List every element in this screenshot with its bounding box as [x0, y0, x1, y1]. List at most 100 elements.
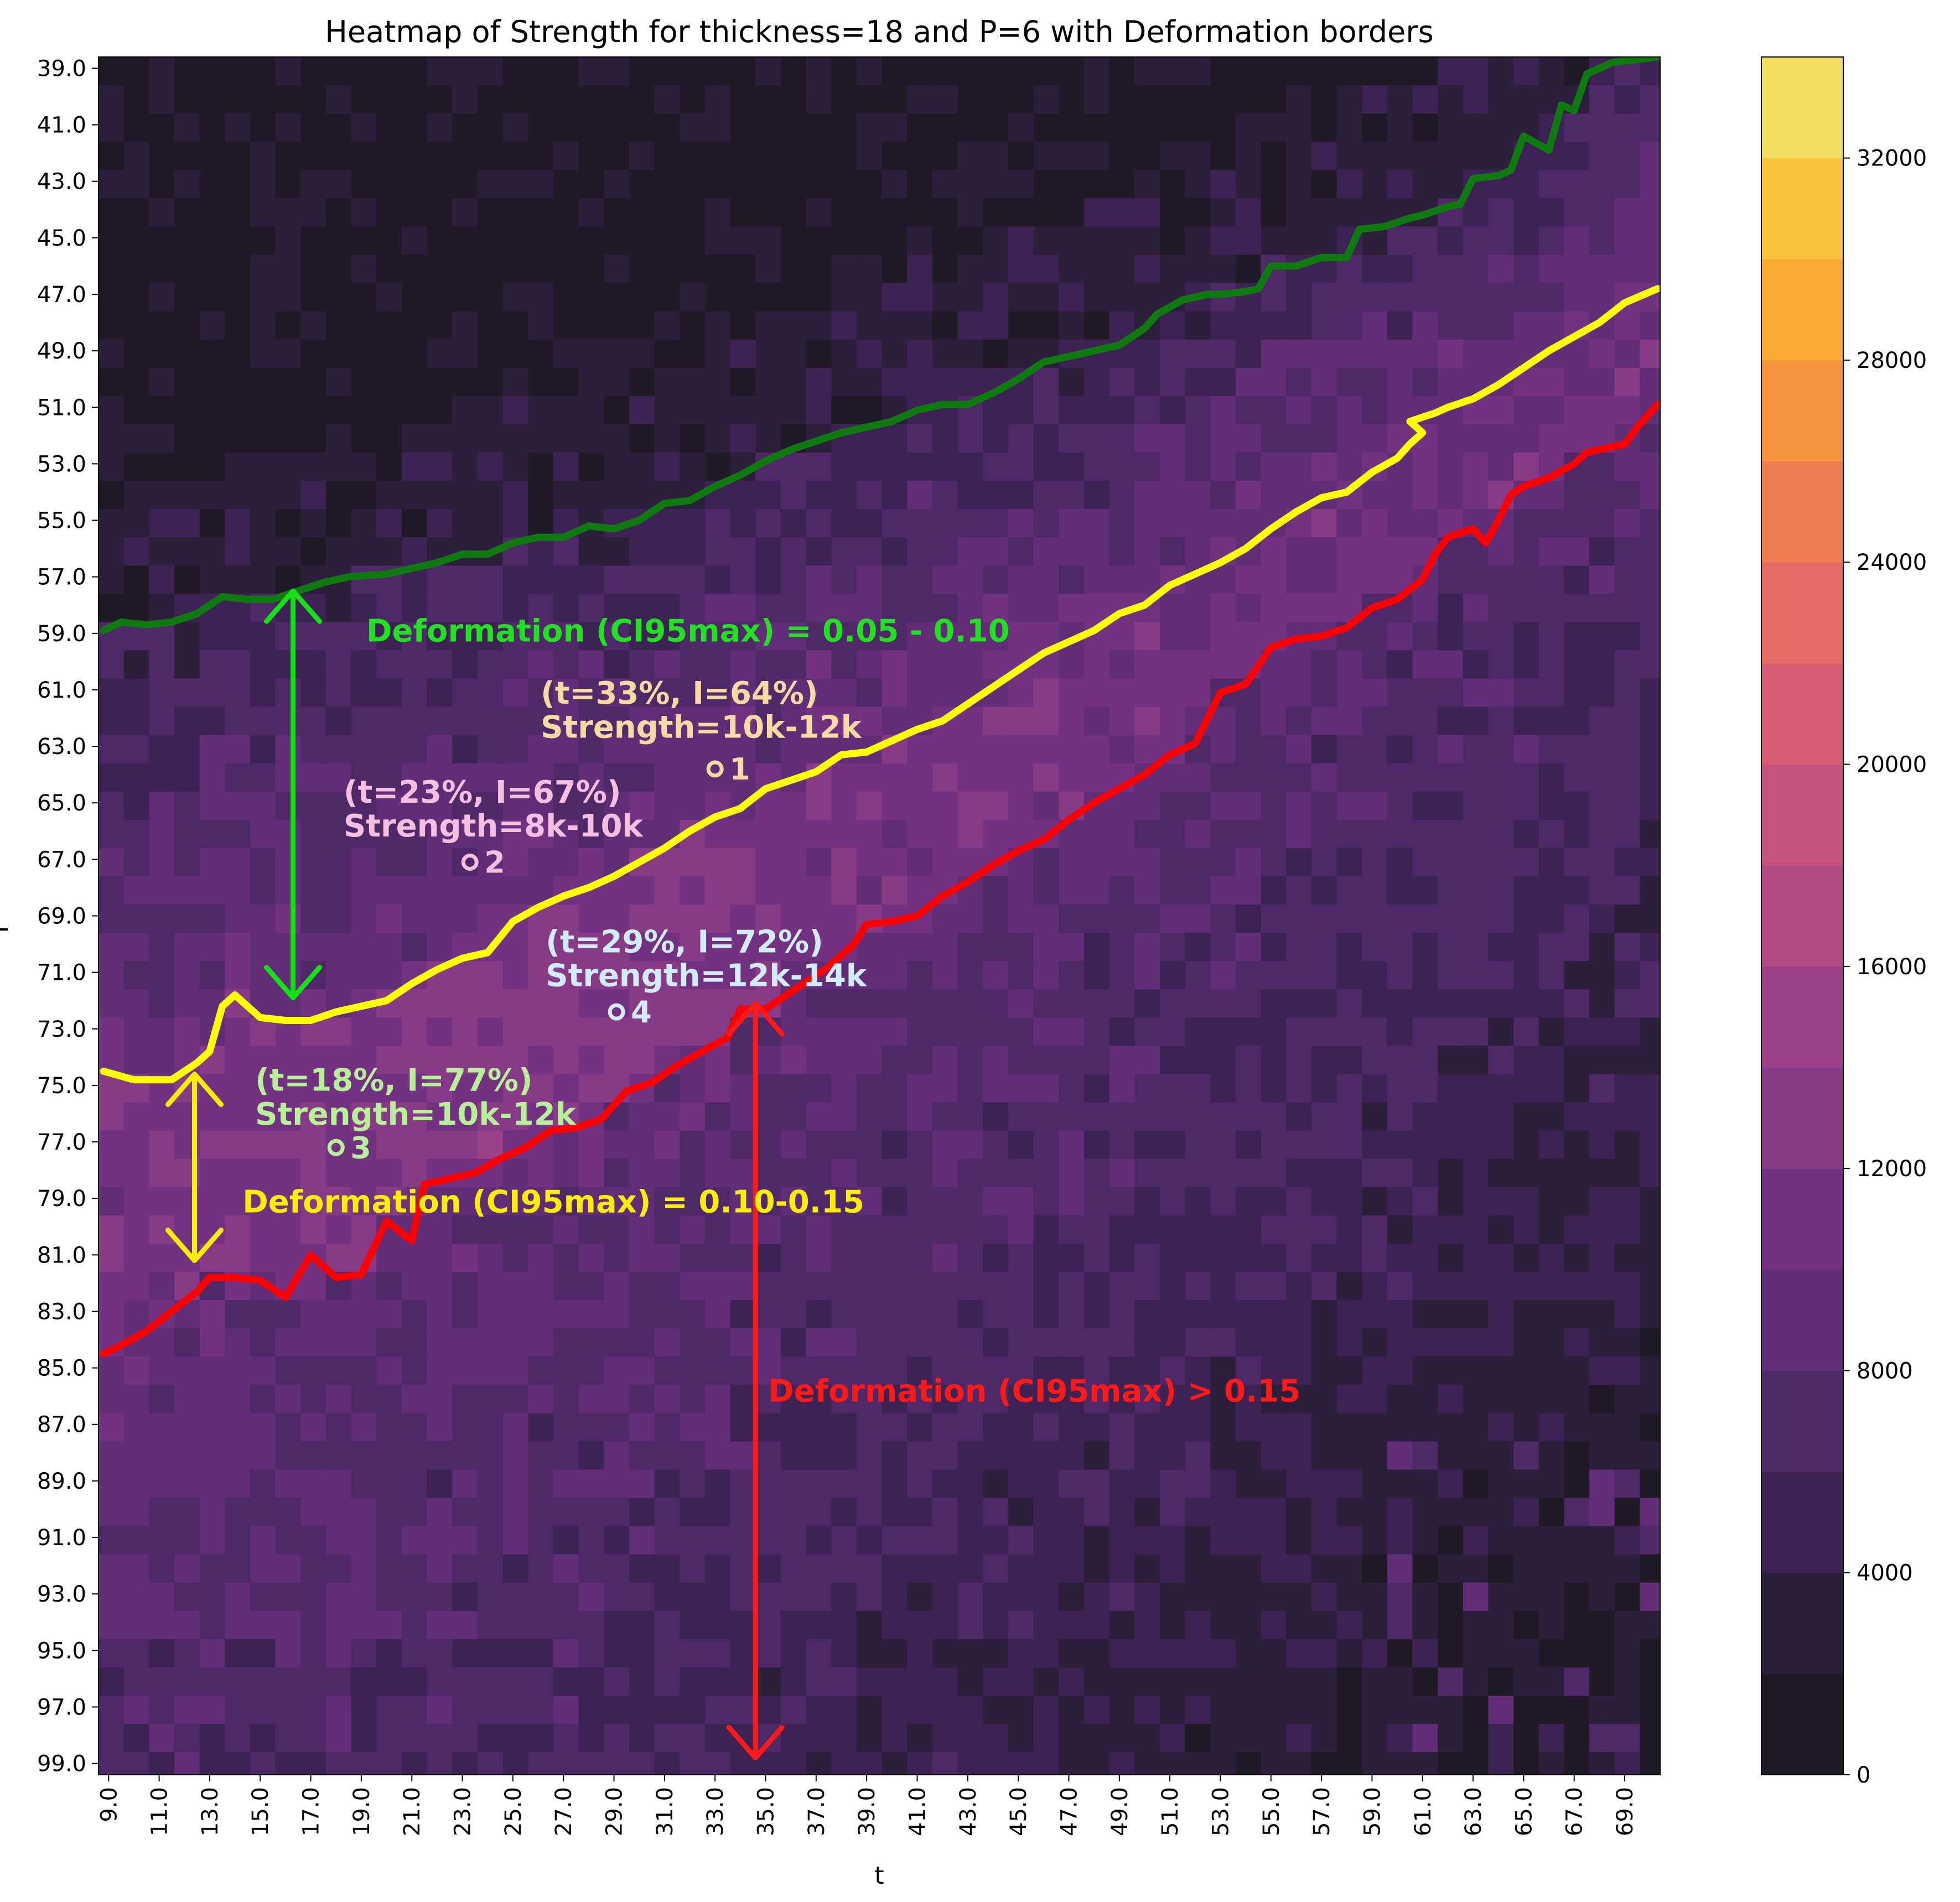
heat-cell	[604, 565, 630, 595]
heat-cell	[1589, 85, 1615, 115]
heat-cell	[1008, 142, 1034, 171]
heat-cell	[553, 452, 579, 482]
heat-cell	[502, 339, 529, 368]
heat-cell	[1311, 1582, 1337, 1612]
heat-cell	[882, 1752, 908, 1775]
heat-cell	[1286, 311, 1312, 340]
heat-cell	[1412, 1724, 1439, 1753]
heat-cell	[1286, 367, 1312, 397]
heat-cell	[907, 311, 933, 340]
heat-cell	[856, 1696, 883, 1725]
heat-cell	[680, 142, 706, 171]
heat-cell	[376, 537, 402, 567]
heat-cell	[174, 85, 200, 115]
heat-cell	[1185, 678, 1211, 708]
heat-cell	[983, 1158, 1009, 1188]
heat-cell	[1235, 509, 1262, 538]
heat-cell	[250, 170, 276, 199]
heat-cell	[983, 735, 1009, 764]
heat-cell	[98, 1385, 125, 1414]
heat-cell	[578, 763, 605, 792]
heat-cell	[1185, 622, 1211, 651]
heat-cell	[528, 142, 554, 171]
heat-cell	[704, 989, 731, 1018]
heat-cell	[932, 170, 958, 199]
heat-cell	[1083, 113, 1110, 143]
heat-cell	[730, 283, 756, 312]
colorbar-band	[1761, 663, 1843, 765]
heat-cell	[1311, 933, 1337, 962]
heat-cell	[1488, 565, 1515, 595]
heat-cell	[149, 1158, 175, 1188]
heat-cell	[1185, 254, 1211, 284]
heat-cell	[275, 198, 302, 227]
heat-cell	[174, 198, 200, 227]
heat-cell	[1235, 1610, 1262, 1640]
heat-cell	[325, 1554, 352, 1583]
heat-cell	[1185, 1639, 1211, 1668]
heat-cell	[300, 1639, 326, 1668]
heat-cell	[780, 85, 807, 115]
heat-cell	[578, 452, 605, 482]
heat-cell	[755, 1130, 781, 1160]
heat-cell	[502, 763, 529, 792]
heat-cell	[629, 311, 655, 340]
heat-cell	[528, 678, 554, 708]
heat-cell	[704, 1300, 731, 1329]
heat-cell	[932, 1752, 958, 1775]
heat-cell	[680, 1696, 706, 1725]
heat-cell	[680, 1526, 706, 1555]
heat-cell	[427, 367, 453, 397]
heat-cell	[250, 1413, 276, 1442]
y-tick-label: 61.0	[37, 678, 86, 703]
heat-cell	[1438, 819, 1464, 849]
heat-cell	[629, 989, 655, 1018]
heat-cell	[604, 1046, 630, 1075]
heat-cell	[376, 1752, 402, 1775]
heat-cell	[502, 142, 529, 171]
heat-cell	[1008, 1610, 1034, 1640]
heat-cell	[1513, 1667, 1539, 1697]
heat-cell	[1059, 848, 1085, 877]
heat-cell	[1210, 1667, 1236, 1697]
heat-cell	[300, 791, 326, 820]
heat-cell	[123, 1582, 150, 1612]
heat-cell	[1159, 1046, 1186, 1075]
heat-cell	[275, 622, 302, 651]
heat-cell	[325, 1300, 352, 1329]
heat-cell	[604, 819, 630, 849]
heat-cell	[1336, 1554, 1363, 1583]
heat-cell	[882, 226, 908, 256]
heat-cell	[174, 876, 200, 906]
heat-cell	[730, 481, 756, 510]
heat-cell	[1564, 933, 1590, 962]
heat-cell	[149, 735, 175, 764]
heat-cell	[1614, 1639, 1641, 1668]
y-tick-label: 67.0	[37, 847, 86, 872]
heat-cell	[907, 989, 933, 1018]
heat-cell	[1008, 1469, 1034, 1499]
heat-cell	[553, 198, 579, 227]
heat-cell	[1159, 198, 1186, 227]
y-tick-label: 99.0	[37, 1752, 86, 1777]
heat-cell	[325, 594, 352, 623]
heat-cell	[250, 1554, 276, 1583]
heat-cell	[300, 1102, 326, 1131]
heat-cell	[275, 1498, 302, 1527]
heat-cell	[199, 735, 226, 764]
heat-cell	[1640, 1696, 1660, 1725]
heat-cell	[1083, 198, 1110, 227]
heat-cell	[250, 848, 276, 877]
heat-cell	[856, 170, 883, 199]
heat-cell	[250, 1074, 276, 1103]
heat-cell	[1286, 424, 1312, 453]
heat-cell	[1438, 1469, 1464, 1499]
heat-cell	[680, 565, 706, 595]
heat-cell	[680, 1271, 706, 1301]
heat-cell	[578, 594, 605, 623]
heat-cell	[1336, 819, 1363, 849]
heat-cell	[351, 1554, 377, 1583]
heat-cell	[1463, 961, 1489, 990]
heat-cell	[123, 1526, 150, 1555]
heat-cell	[1286, 1328, 1312, 1358]
